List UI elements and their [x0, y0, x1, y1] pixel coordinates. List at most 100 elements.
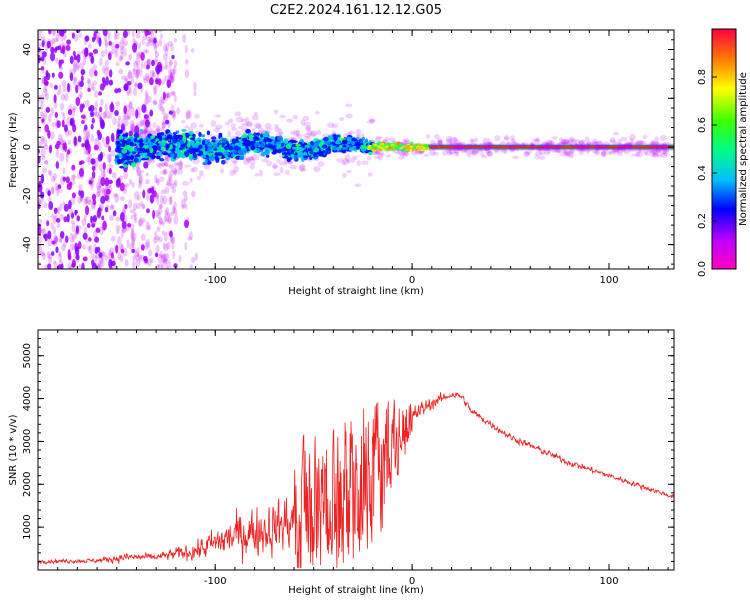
spectrogram-cell — [156, 263, 160, 269]
spectrogram-cell — [244, 116, 250, 124]
spectrogram-cell — [494, 135, 501, 142]
spectrogram-cell — [123, 47, 127, 57]
spectrogram-cell — [224, 121, 230, 126]
spectrogram-cell — [594, 140, 603, 148]
spectrogram-cell — [131, 237, 136, 246]
spectrogram-cell — [166, 134, 172, 140]
spectrogram-cell — [84, 138, 89, 146]
spectrogram-cell — [121, 41, 126, 49]
spectrogram-cell — [169, 68, 174, 78]
spectrogram-cell — [309, 140, 315, 146]
spectrogram-cell — [108, 79, 113, 86]
x-tick-label: 0 — [409, 576, 415, 587]
spectrogram-cell — [84, 196, 89, 205]
spectrogram-cell — [483, 147, 491, 152]
spectrogram-cell — [170, 43, 174, 52]
spectrogram-cell — [120, 45, 125, 51]
spectrogram-cell — [40, 252, 46, 257]
spectrogram-cell — [149, 37, 154, 43]
spectrogram-cell — [46, 231, 50, 237]
spectrogram-cell — [191, 148, 197, 154]
spectrogram-cell — [126, 91, 130, 96]
spectrogram-cell — [454, 144, 462, 152]
spectrogram-cell — [174, 166, 178, 176]
spectrogram-cell — [554, 144, 562, 150]
spectrogram-cell — [255, 124, 263, 129]
spectrogram-cell — [658, 148, 667, 155]
spectrogram-cell — [164, 252, 170, 261]
spectrogram-cell — [161, 261, 165, 269]
spectrogram-cell — [189, 140, 195, 145]
spectrogram-cell — [166, 79, 172, 89]
spectrogram-cell — [91, 117, 95, 124]
spectrogram-cell — [91, 193, 97, 201]
spectrogram-cell — [166, 91, 172, 99]
spectrogram-cell — [144, 90, 148, 100]
spectrogram-cell — [38, 42, 43, 47]
spectrogram-cell — [601, 151, 607, 157]
spectrogram-cell — [45, 41, 49, 52]
spectrogram-cell — [489, 143, 495, 149]
spectrogram-cell — [158, 78, 162, 86]
x-tick-label: 0 — [409, 275, 415, 286]
spectrogram-cell — [97, 190, 102, 198]
spectrogram-cell — [134, 125, 140, 135]
spectrogram-cell — [479, 142, 487, 150]
spectrogram-cell — [387, 146, 392, 150]
spectrogram-cell — [120, 123, 125, 131]
spectrogram-cell — [67, 181, 73, 188]
spectrogram-cell — [47, 263, 52, 269]
spectrogram-cell — [62, 167, 66, 175]
spectrogram-cell — [60, 93, 66, 101]
y-tick-label: 5000 — [22, 343, 33, 368]
spectrogram-cell — [180, 154, 186, 159]
spectrogram-cell — [626, 145, 634, 151]
spectrogram-cell — [120, 39, 125, 45]
spectrogram-cell — [664, 141, 672, 148]
spectrogram-cell — [508, 145, 517, 150]
spectrogram-cell — [51, 186, 55, 195]
spectrogram-cell — [639, 140, 644, 146]
spectrogram-cell — [418, 145, 422, 149]
spectrogram-cell — [354, 183, 362, 188]
spectrogram-cell — [556, 147, 562, 153]
spectrogram-cell — [471, 149, 479, 155]
spectrogram-cell — [99, 106, 103, 113]
spectrogram-cell — [135, 68, 139, 75]
spectrogram-cell — [509, 148, 516, 153]
spectrogram-cell — [148, 30, 154, 36]
spectrogram-cell — [440, 144, 446, 149]
spectrogram-cell — [173, 215, 179, 225]
spectrogram-cell — [90, 253, 97, 259]
spectrogram-cell — [160, 126, 165, 133]
spectrogram-cell — [120, 229, 124, 239]
spectrogram-cell — [626, 141, 632, 147]
spectrogram-cell — [75, 254, 80, 261]
spectrogram-cell — [152, 59, 158, 66]
spectrogram-cell — [67, 130, 73, 136]
spectrogram-cell — [385, 154, 392, 158]
spectrogram-cell — [62, 176, 67, 182]
spectrogram-cell — [99, 98, 104, 106]
spectrogram-cell — [140, 157, 147, 161]
spectrogram-cell — [171, 110, 177, 120]
spectrogram-cell — [62, 86, 67, 93]
spectrogram-cell — [152, 209, 156, 220]
spectrogram-cell — [662, 146, 668, 151]
spectrogram-cell — [40, 191, 45, 199]
spectrogram-cell — [456, 146, 464, 151]
spectrogram-cell — [582, 146, 587, 153]
spectrogram-cell — [91, 223, 96, 228]
spectrogram-cell — [179, 140, 184, 145]
figure-title: C2E2.2024.161.12.12.G05 — [270, 3, 442, 18]
spectrogram-cell — [84, 141, 90, 151]
spectrogram-cell — [72, 105, 77, 111]
spectrogram-cell — [52, 172, 57, 181]
spectrogram-cell — [184, 204, 188, 210]
spectrogram-cell — [598, 144, 605, 150]
spectrogram-x-label: Height of straight line (km) — [288, 286, 424, 297]
spectrogram-cell — [114, 155, 120, 159]
spectrogram-cell — [51, 30, 56, 36]
spectrogram-cell — [97, 36, 101, 42]
spectrogram-cell — [122, 188, 127, 195]
